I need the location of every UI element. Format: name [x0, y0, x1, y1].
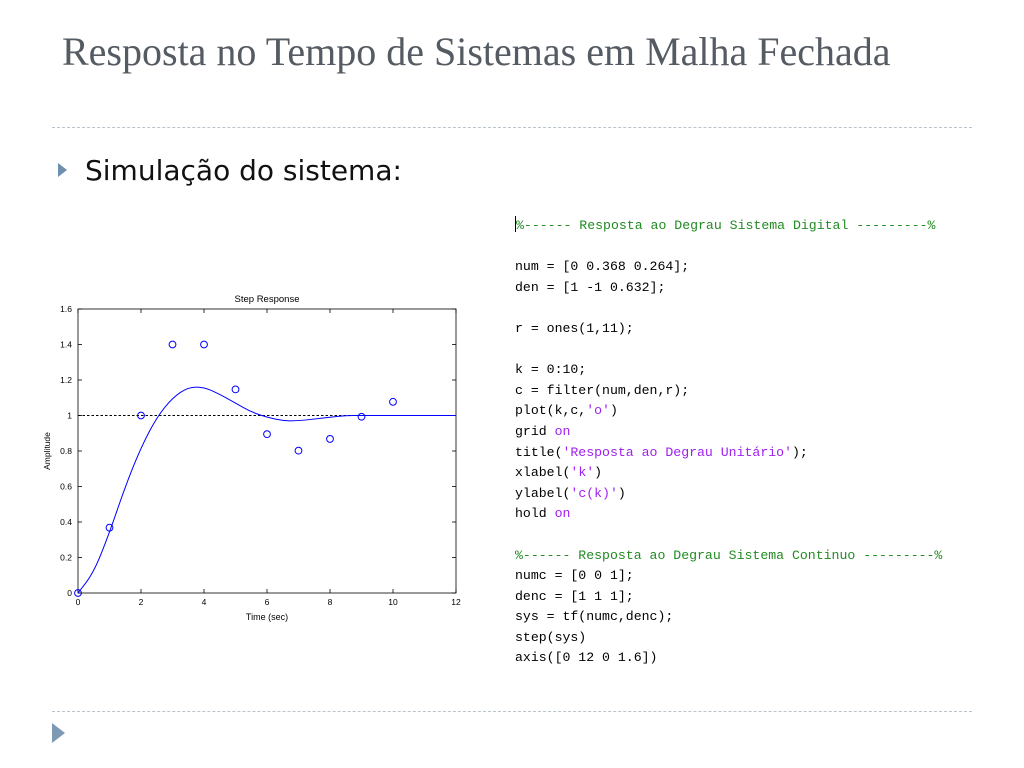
code-line: k = 0:10;	[515, 360, 1015, 381]
y-tick-label: 1.4	[60, 340, 72, 350]
text-cursor	[515, 216, 516, 232]
chart-title: Step Response	[235, 294, 300, 305]
footer-divider	[52, 711, 972, 712]
y-tick-label: 0	[67, 588, 72, 598]
code-line: step(sys)	[515, 628, 1015, 649]
code-line: title('Resposta ao Degrau Unitário');	[515, 443, 1015, 464]
code-text: )	[594, 465, 603, 481]
code-string: on	[554, 423, 571, 439]
code-text: c = filter(num,den,r);	[515, 382, 690, 398]
code-text: step(sys)	[515, 629, 587, 645]
code-line	[515, 525, 1015, 546]
x-tick-label: 2	[139, 597, 144, 607]
code-line	[515, 237, 1015, 258]
slide-title: Resposta no Tempo de Sistemas em Malha F…	[62, 29, 891, 74]
y-tick-label: 0.2	[60, 553, 72, 563]
code-line	[515, 340, 1015, 361]
footer-arrow-icon	[52, 723, 65, 743]
y-tick-label: 0.4	[60, 517, 72, 527]
code-line: ylabel('c(k)')	[515, 484, 1015, 505]
sample-point	[263, 430, 271, 439]
code-line: num = [0 0.368 0.264];	[515, 257, 1015, 278]
sample-point	[231, 385, 240, 394]
y-tick-label: 0.6	[60, 482, 72, 492]
code-line	[515, 298, 1015, 319]
plot-frame	[77, 308, 457, 594]
code-text: axis([0 12 0 1.6])	[515, 650, 658, 666]
code-line: grid on	[515, 422, 1015, 443]
code-text: denc = [1 1 1];	[515, 588, 634, 604]
sample-point	[200, 340, 208, 349]
code-string: on	[554, 506, 571, 522]
code-line: hold on	[515, 504, 1015, 525]
code-line: %------ Resposta ao Degrau Sistema Conti…	[515, 546, 1015, 567]
x-tick-label: 12	[451, 597, 461, 607]
x-tick-label: 10	[388, 597, 398, 607]
code-text: )	[609, 403, 618, 419]
x-axis-label: Time (sec)	[246, 612, 288, 622]
code-text: title(	[515, 444, 563, 460]
code-text: num = [0 0.368 0.264];	[515, 259, 690, 275]
sample-point	[294, 446, 303, 455]
code-line: den = [1 -1 0.632];	[515, 278, 1015, 299]
code-comment: %------ Resposta ao Degrau Sistema Digit…	[516, 218, 936, 233]
code-text: );	[791, 444, 808, 460]
code-line: xlabel('k')	[515, 463, 1015, 484]
sample-point	[389, 397, 397, 406]
bullet-item: Simulação do sistema:	[58, 150, 402, 190]
step-response-line	[77, 386, 456, 594]
code-string: 'k'	[570, 465, 595, 481]
code-text: )	[617, 485, 626, 501]
code-line: axis([0 12 0 1.6])	[515, 648, 1015, 669]
code-text: den = [1 -1 0.632];	[515, 279, 666, 295]
x-tick-label: 6	[265, 597, 270, 607]
code-string: 'c(k)'	[570, 485, 618, 501]
x-tick-label: 0	[76, 597, 81, 607]
sample-point	[168, 340, 177, 349]
title-divider	[52, 127, 972, 128]
x-tick-label: 8	[328, 597, 333, 607]
bullet-arrow-icon	[58, 163, 67, 177]
code-comment: %------ Resposta ao Degrau Sistema Conti…	[515, 547, 943, 563]
sample-point	[357, 412, 366, 421]
sample-point	[137, 411, 145, 420]
code-line: c = filter(num,den,r);	[515, 381, 1015, 402]
code-line: r = ones(1,11);	[515, 319, 1015, 340]
code-text: plot(k,c,	[515, 403, 587, 419]
code-text: hold	[515, 506, 555, 522]
code-line: numc = [0 0 1];	[515, 566, 1015, 587]
code-text: ylabel(	[515, 485, 571, 501]
y-tick-label: 1	[67, 411, 72, 421]
code-line: plot(k,c,'o')	[515, 401, 1015, 422]
step-response-plot: 0 2 4 6 8 10 12 0 0.2 0.4 0.6 0.8 1 1.2 1.4 1.6 Step Res…	[42, 294, 461, 622]
code-string: 'Resposta ao Degrau Unitário'	[562, 444, 792, 460]
y-tick-label: 1.6	[60, 304, 72, 314]
sample-point	[74, 589, 82, 597]
code-string: 'o'	[586, 403, 610, 419]
y-tick-label: 1.2	[60, 375, 72, 385]
matlab-code-block: %------ Resposta ao Degrau Sistema Digit…	[515, 216, 1015, 669]
code-text: sys = tf(numc,denc);	[515, 609, 674, 625]
code-line: denc = [1 1 1];	[515, 587, 1015, 608]
bullet-text: Simulação do sistema:	[85, 153, 402, 187]
code-line: %------ Resposta ao Degrau Sistema Digit…	[515, 216, 1015, 237]
code-text: xlabel(	[515, 465, 571, 481]
y-axis-label: Amplitude	[42, 432, 52, 470]
sample-point	[326, 435, 334, 443]
code-text: numc = [0 0 1];	[515, 568, 634, 584]
code-text: r = ones(1,11);	[515, 320, 634, 336]
code-text: k = 0:10;	[515, 362, 587, 378]
code-text: grid	[515, 423, 555, 439]
code-line: sys = tf(numc,denc);	[515, 607, 1015, 628]
y-tick-label: 0.8	[60, 446, 72, 456]
step-response-chart: 0 2 4 6 8 10 12 0 0.2 0.4 0.6 0.8 1 1.2 1.4 1.6 Step Res…	[36, 285, 476, 635]
x-tick-label: 4	[202, 597, 207, 607]
